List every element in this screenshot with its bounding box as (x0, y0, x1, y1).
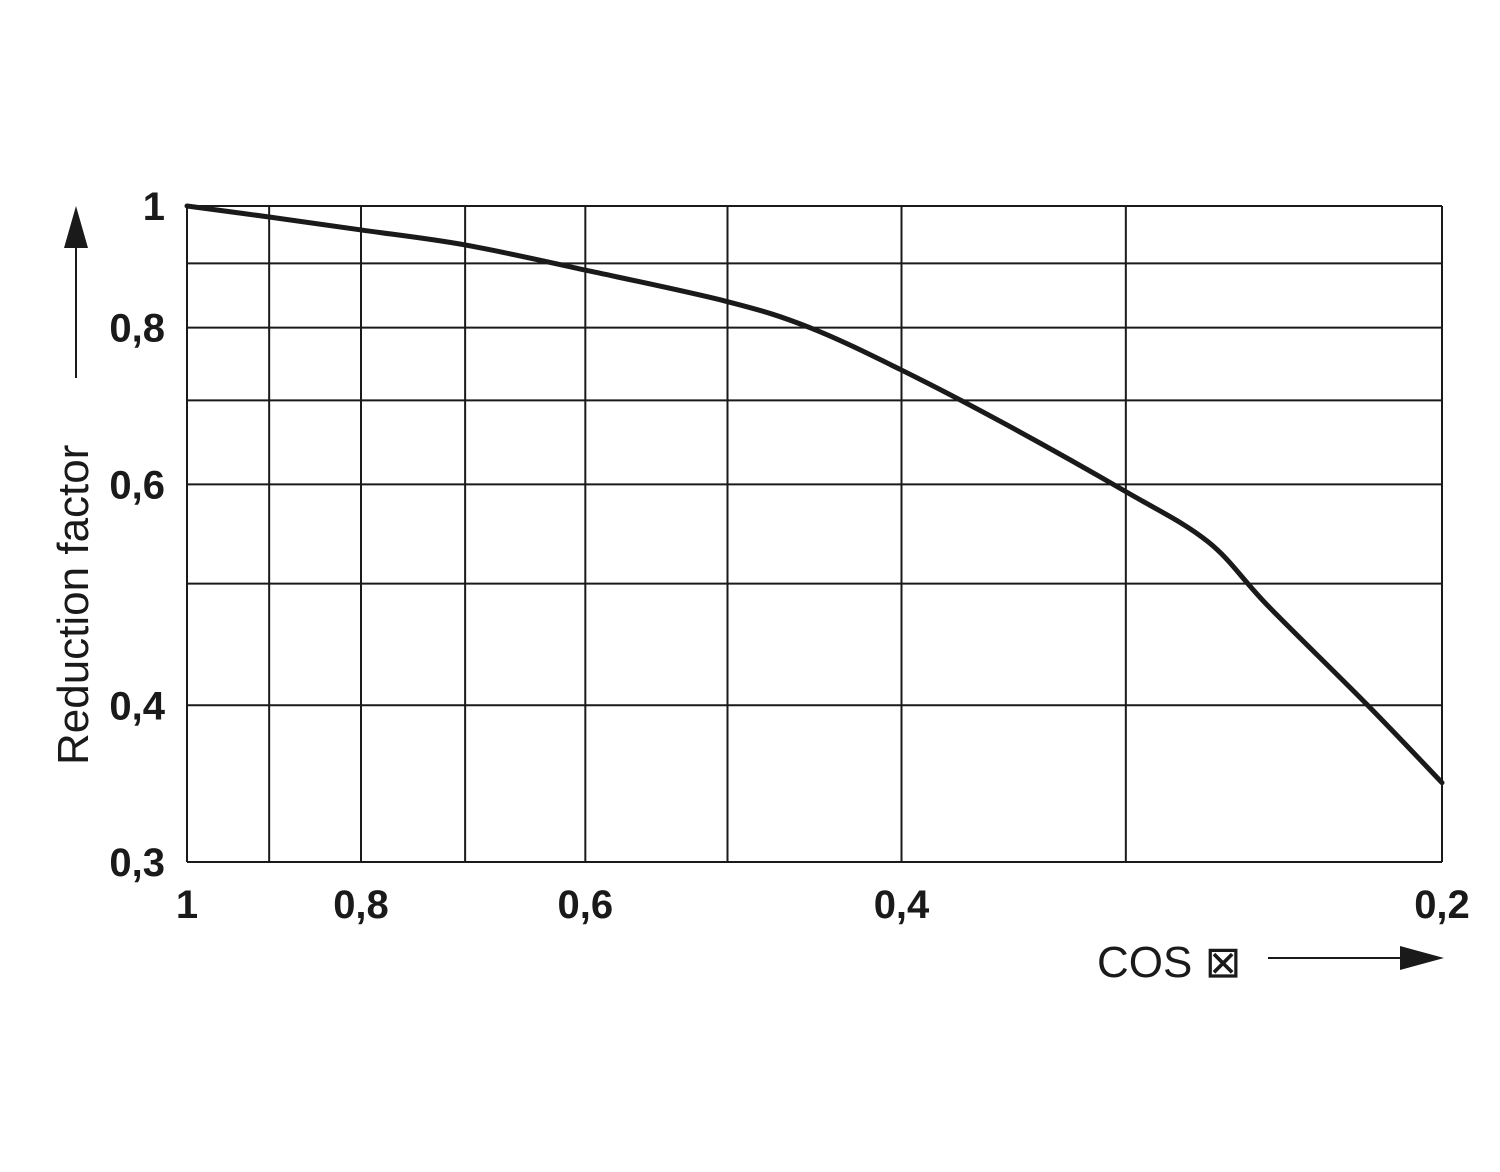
grid (186, 205, 1443, 863)
y-axis-arrow-icon (64, 206, 88, 248)
x-tick-label: 0,6 (558, 883, 614, 927)
y-tick-label: 0,6 (109, 463, 165, 507)
y-tick-label: 0,3 (109, 841, 165, 885)
x-tick-label: 0,8 (333, 883, 389, 927)
tick-labels: 1 0,8 0,6 0,4 0,2 1 0,8 0,6 0,4 0,3 (109, 185, 1469, 927)
x-axis-label-group: COS ⊠ (1097, 938, 1444, 987)
x-tick-label: 1 (176, 883, 198, 927)
y-tick-label: 0,4 (109, 684, 165, 728)
series-line (184, 203, 1445, 786)
series-line-group (184, 203, 1445, 786)
x-tick-label: 0,2 (1414, 883, 1470, 927)
y-axis-label-group: Reduction factor (49, 206, 98, 765)
x-tick-label: 0,4 (874, 883, 930, 927)
y-tick-label: 0,8 (109, 307, 165, 351)
y-axis-label: Reduction factor (49, 445, 98, 765)
x-axis-arrow-icon (1400, 946, 1444, 970)
x-axis-label: COS ⊠ (1097, 938, 1241, 987)
y-tick-label: 1 (143, 185, 165, 229)
